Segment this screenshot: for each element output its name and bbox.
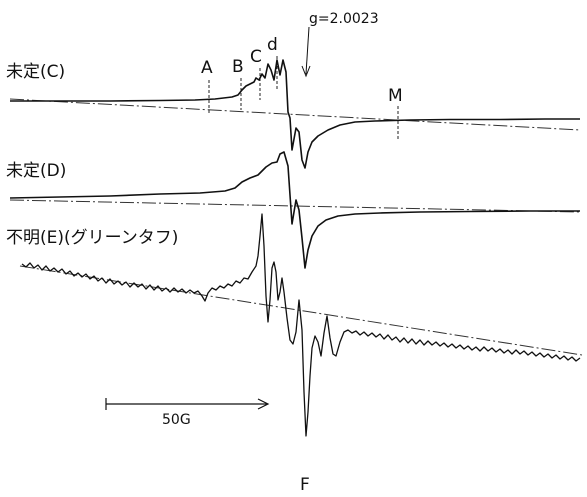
spectrum-c-trace	[10, 59, 580, 169]
peak-label-a: A	[201, 58, 213, 78]
series-label-d: 未定(D)	[6, 161, 66, 181]
baseline-e	[19, 265, 583, 356]
series-label-e: 不明(E)(グリーンタフ)	[6, 228, 178, 248]
g-value-arrow-icon	[301, 65, 311, 78]
series-label-c: 未定(C)	[6, 62, 65, 82]
peak-label-c: C	[250, 47, 262, 67]
baseline-c	[9, 98, 581, 131]
scale-bar-label: 50G	[162, 412, 191, 428]
spectrum-e-trace	[21, 213, 581, 437]
scale-bar-arrow-icon	[257, 398, 270, 410]
g-value-marker-line	[305, 26, 310, 75]
spectrum-d-trace	[9, 151, 580, 269]
peak-label-d: d	[267, 35, 278, 55]
baseline-d	[9, 199, 581, 213]
peak-label-b: B	[232, 57, 244, 77]
peak-label-f: F	[300, 475, 310, 495]
peak-label-m: M	[388, 86, 403, 106]
g-value-label: g=2.0023	[309, 11, 379, 27]
